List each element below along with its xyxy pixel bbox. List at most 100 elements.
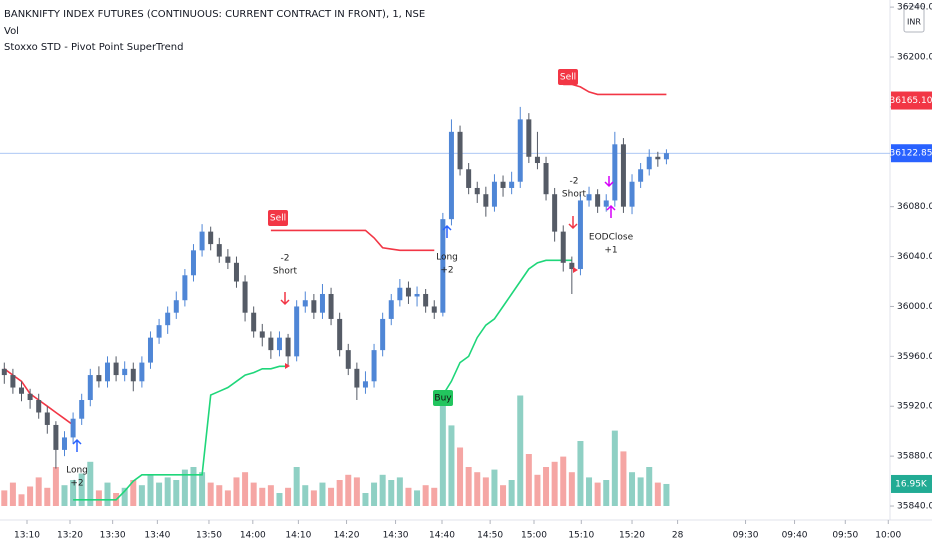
volume-bar: [276, 493, 283, 506]
volume-bar: [431, 487, 438, 506]
candle-body: [294, 306, 300, 357]
volume-bar: [482, 477, 489, 506]
candle-body: [526, 119, 532, 157]
candle-body: [500, 181, 506, 188]
candle-body: [595, 194, 601, 207]
candle-body: [70, 418, 76, 438]
currency-label[interactable]: INR: [907, 18, 921, 27]
candle-body: [466, 169, 472, 188]
candle-body: [509, 181, 515, 188]
volume-bar: [620, 451, 627, 506]
candle-body: [44, 412, 50, 425]
candle-body: [414, 293, 420, 297]
candle-body: [173, 300, 179, 313]
volume-bar: [70, 480, 77, 506]
volume-bar: [448, 425, 455, 506]
candle-body: [586, 194, 592, 201]
volume-bar: [336, 480, 343, 506]
trade-label: -2: [570, 177, 579, 187]
x-tick-label: 13:30: [100, 531, 126, 541]
candle-body: [534, 156, 540, 164]
candle-body: [371, 350, 377, 382]
volume-bar: [35, 477, 42, 506]
exit-arrow: [606, 204, 616, 218]
x-tick-label: 14:50: [477, 531, 503, 541]
candle-body: [552, 194, 558, 232]
volume-bar: [362, 493, 369, 506]
volume-bar: [568, 472, 575, 506]
candle-body: [165, 312, 171, 326]
volume-bar: [156, 482, 163, 506]
candle-body: [569, 262, 575, 270]
candle-body: [225, 256, 231, 263]
volume-bar: [267, 485, 274, 506]
candle-body: [122, 368, 128, 376]
volume-bar: [465, 467, 472, 506]
volume-bar: [181, 469, 188, 506]
volume-bar: [457, 447, 464, 506]
candle-body: [251, 312, 257, 332]
trade-label: -2: [281, 254, 290, 264]
candle-body: [190, 250, 196, 276]
trade-label: +1: [604, 246, 617, 256]
volume-bar: [95, 490, 102, 506]
signal-label: Sell: [560, 73, 576, 83]
candle-body: [10, 375, 16, 388]
candle-body: [423, 293, 429, 307]
volume-bar: [285, 487, 292, 506]
candle-body: [337, 318, 343, 351]
signal-box: [558, 69, 578, 85]
candle-body: [61, 437, 67, 450]
candle-body: [233, 262, 239, 282]
candle-body: [646, 156, 652, 170]
trade-label: EODClose: [589, 233, 634, 243]
candle-body: [113, 362, 119, 376]
candle-body: [147, 337, 153, 363]
y-tick-label: 36200.00: [897, 53, 932, 63]
volume-bar: [190, 467, 197, 506]
signal-box: [433, 390, 453, 406]
volume-marker: [891, 474, 932, 493]
candle-body: [354, 368, 360, 388]
volume-bar: [474, 472, 481, 506]
volume-bar: [293, 467, 300, 506]
volume-bar: [629, 472, 636, 506]
x-tick-label: 10:00: [875, 531, 901, 541]
volume-bar: [500, 485, 507, 506]
volume-bar: [216, 485, 223, 506]
volume-bar: [379, 474, 386, 506]
y-tick-label: 35880.00: [897, 452, 932, 462]
candle-body: [457, 131, 463, 170]
candle-body: [53, 424, 59, 450]
volume-bar: [233, 477, 240, 506]
currency-box[interactable]: [903, 5, 925, 33]
volume-bar: [18, 494, 25, 506]
volume-bar: [491, 469, 498, 506]
y-tick-label: 35960.00: [897, 352, 932, 362]
candle-body: [483, 194, 489, 207]
signal-box: [268, 210, 288, 226]
volume-bar: [646, 467, 653, 506]
y-tick-label: 36080.00: [897, 202, 932, 212]
candle-body: [87, 375, 93, 401]
candle-body: [543, 163, 549, 195]
volume-marker-label: 16.95K: [895, 479, 928, 489]
volume-bar: [654, 482, 661, 506]
volume-bar: [1, 490, 8, 506]
volume-bar: [250, 482, 257, 506]
volume-bar: [439, 391, 446, 506]
supertrend-line: [73, 259, 572, 501]
volume-bar: [78, 473, 85, 506]
candle-body: [603, 200, 609, 207]
x-tick-label: 28: [672, 531, 684, 541]
volume-bar: [173, 480, 180, 506]
indicator-legend: Stoxxo STD - Pivot Point SuperTrend: [4, 42, 183, 53]
candle-body: [276, 337, 282, 351]
candle-body: [216, 244, 222, 257]
volume-bar: [371, 482, 378, 506]
candle-body: [397, 287, 403, 301]
candle-body: [620, 144, 626, 207]
volume-bar: [319, 482, 326, 506]
